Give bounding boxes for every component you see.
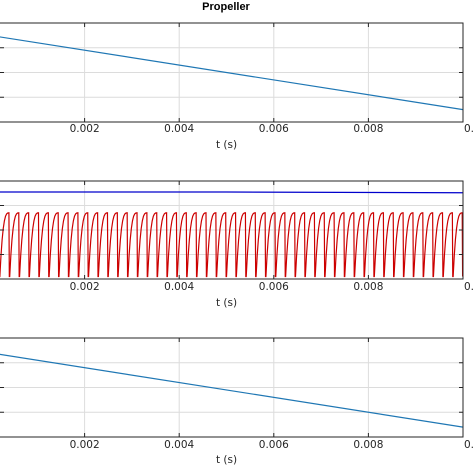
x-tick-label: 0.006 [259,123,289,135]
x-tick-label: 0.002 [70,439,100,451]
series-line-1 [0,353,464,428]
x-tick-label: 0.008 [353,439,383,451]
x-axis-label: t (s) [216,139,237,151]
x-axis-label: t (s) [216,454,237,466]
figure-title: Propeller [202,1,250,13]
series-line-2 [0,212,464,278]
x-tick-label: 0.004 [164,281,194,293]
plot-panel-1: 0.002 0.004 0.006 0.008 0.0 t (s) [0,22,474,151]
series-line-1 [0,36,464,111]
series-line-1 [0,191,464,194]
x-tick-label: 0.004 [164,123,194,135]
x-tick-label: 0.0 [464,123,474,135]
x-tick-label: 0.006 [259,439,289,451]
plot-panel-2: 0.002 0.004 0.006 0.008 0.0 t (s) [0,180,474,309]
plot-panel-3: 0.002 0.004 0.006 0.008 0.0 t (s) [0,337,474,466]
x-tick-label: 0.006 [259,281,289,293]
x-tick-label: 0.004 [164,439,194,451]
x-tick-label: 0.008 [353,281,383,293]
x-tick-label: 0.0 [464,281,474,293]
x-tick-label: 0.002 [70,281,100,293]
x-tick-label: 0.008 [353,123,383,135]
x-tick-label: 0.0 [464,439,474,451]
x-tick-label: 0.002 [70,123,100,135]
x-axis-label: t (s) [216,297,237,309]
